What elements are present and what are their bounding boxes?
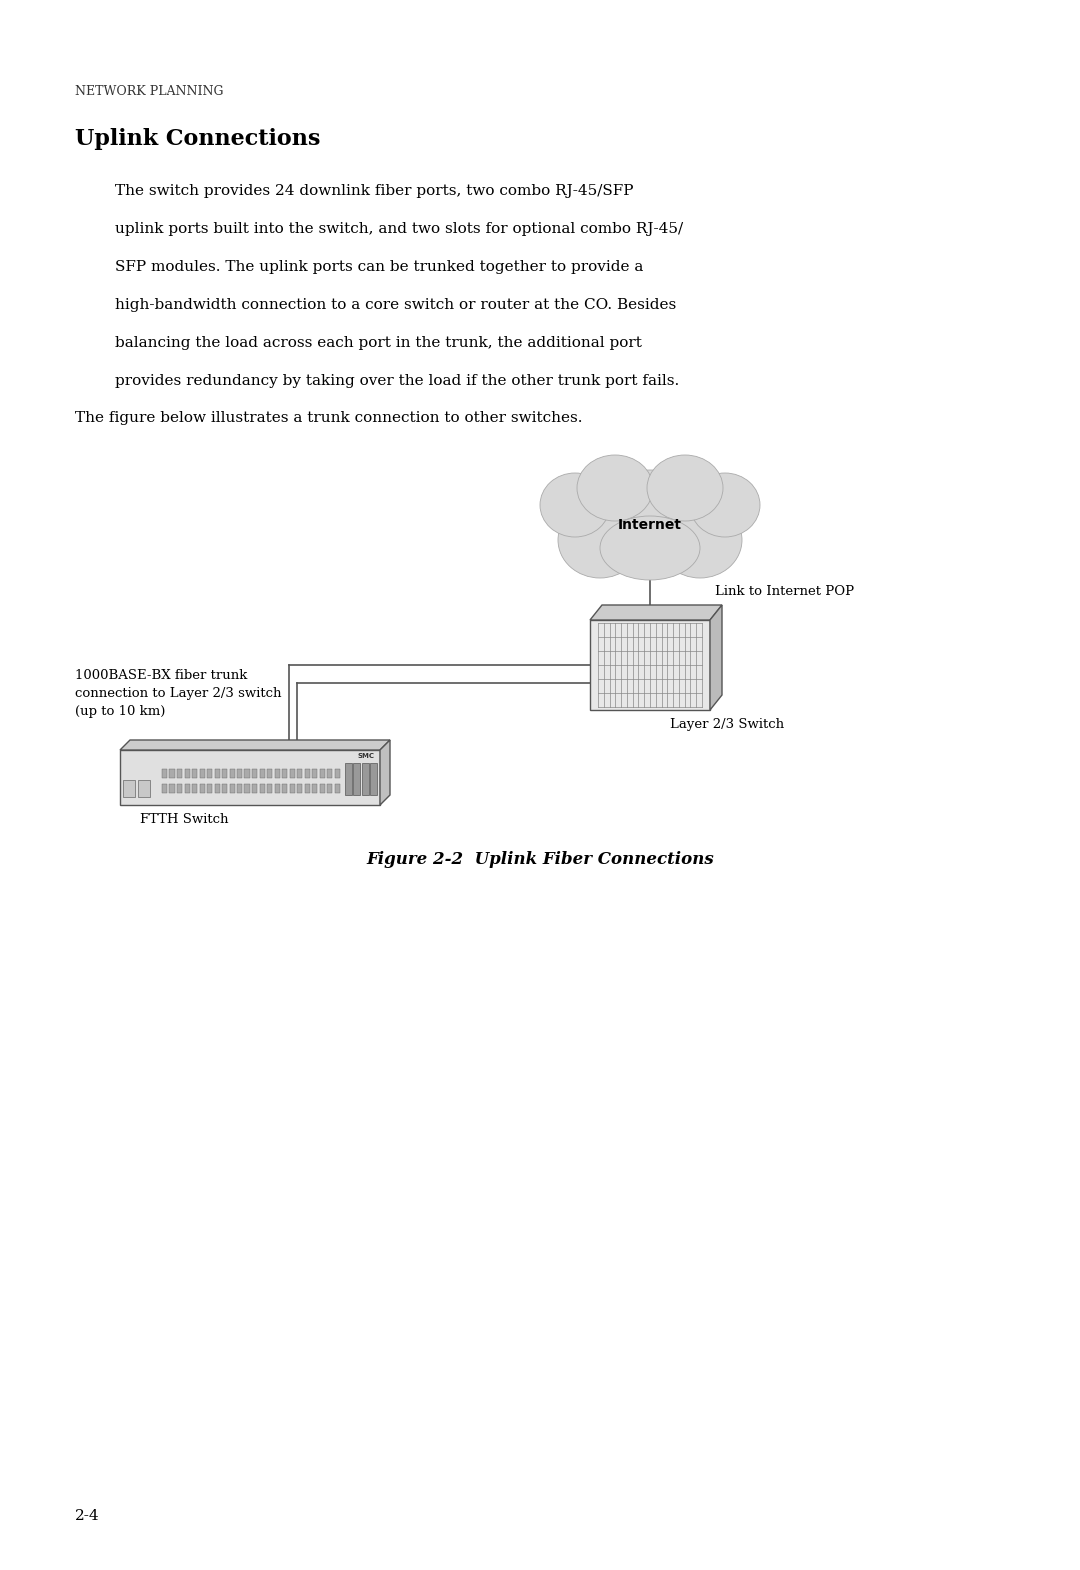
FancyBboxPatch shape — [274, 769, 280, 779]
Text: Figure 2-2  Uplink Fiber Connections: Figure 2-2 Uplink Fiber Connections — [366, 851, 714, 868]
FancyBboxPatch shape — [297, 769, 302, 779]
FancyBboxPatch shape — [244, 769, 249, 779]
FancyBboxPatch shape — [259, 769, 265, 779]
FancyBboxPatch shape — [312, 769, 318, 779]
Ellipse shape — [658, 502, 742, 578]
Text: FTTH Switch: FTTH Switch — [140, 813, 229, 826]
FancyBboxPatch shape — [185, 769, 190, 779]
FancyBboxPatch shape — [170, 783, 175, 793]
FancyBboxPatch shape — [289, 783, 295, 793]
Text: SMC: SMC — [357, 754, 375, 758]
FancyBboxPatch shape — [192, 769, 198, 779]
FancyBboxPatch shape — [177, 783, 183, 793]
FancyBboxPatch shape — [120, 750, 380, 805]
FancyBboxPatch shape — [207, 769, 213, 779]
FancyBboxPatch shape — [177, 769, 183, 779]
Text: 1000BASE-BX fiber trunk
connection to Layer 2/3 switch
(up to 10 km): 1000BASE-BX fiber trunk connection to La… — [75, 669, 282, 717]
FancyBboxPatch shape — [297, 783, 302, 793]
FancyBboxPatch shape — [185, 783, 190, 793]
FancyBboxPatch shape — [327, 769, 333, 779]
FancyBboxPatch shape — [590, 620, 710, 710]
FancyBboxPatch shape — [192, 783, 198, 793]
Ellipse shape — [600, 517, 700, 579]
FancyBboxPatch shape — [229, 783, 234, 793]
Ellipse shape — [647, 455, 723, 521]
FancyBboxPatch shape — [259, 783, 265, 793]
FancyBboxPatch shape — [200, 769, 205, 779]
FancyBboxPatch shape — [320, 769, 325, 779]
FancyBboxPatch shape — [123, 780, 135, 798]
Text: uplink ports built into the switch, and two slots for optional combo RJ-45/: uplink ports built into the switch, and … — [114, 221, 684, 236]
FancyBboxPatch shape — [222, 783, 227, 793]
FancyBboxPatch shape — [370, 763, 378, 794]
Polygon shape — [380, 739, 390, 805]
FancyBboxPatch shape — [353, 763, 361, 794]
Text: Link to Internet POP: Link to Internet POP — [715, 586, 854, 598]
Polygon shape — [710, 604, 723, 710]
Polygon shape — [590, 604, 723, 620]
Ellipse shape — [577, 455, 653, 521]
FancyBboxPatch shape — [305, 769, 310, 779]
FancyBboxPatch shape — [320, 783, 325, 793]
FancyBboxPatch shape — [200, 783, 205, 793]
Text: SFP modules. The uplink ports can be trunked together to provide a: SFP modules. The uplink ports can be tru… — [114, 261, 644, 275]
FancyBboxPatch shape — [362, 763, 369, 794]
FancyBboxPatch shape — [207, 783, 213, 793]
Text: 2-4: 2-4 — [75, 1509, 99, 1523]
Polygon shape — [120, 739, 390, 750]
FancyBboxPatch shape — [162, 769, 167, 779]
FancyBboxPatch shape — [229, 769, 234, 779]
Text: provides redundancy by taking over the load if the other trunk port fails.: provides redundancy by taking over the l… — [114, 374, 679, 388]
FancyBboxPatch shape — [289, 769, 295, 779]
FancyBboxPatch shape — [215, 783, 220, 793]
FancyBboxPatch shape — [237, 769, 242, 779]
Text: Uplink Connections: Uplink Connections — [75, 129, 321, 151]
FancyBboxPatch shape — [327, 783, 333, 793]
FancyBboxPatch shape — [312, 783, 318, 793]
Ellipse shape — [558, 502, 642, 578]
Text: NETWORK PLANNING: NETWORK PLANNING — [75, 85, 224, 97]
FancyBboxPatch shape — [162, 783, 167, 793]
FancyBboxPatch shape — [282, 769, 287, 779]
FancyBboxPatch shape — [267, 769, 272, 779]
FancyBboxPatch shape — [335, 769, 340, 779]
FancyBboxPatch shape — [282, 783, 287, 793]
FancyBboxPatch shape — [237, 783, 242, 793]
Ellipse shape — [595, 469, 705, 560]
FancyBboxPatch shape — [345, 763, 352, 794]
Text: high-bandwidth connection to a core switch or router at the CO. Besides: high-bandwidth connection to a core swit… — [114, 298, 676, 312]
FancyBboxPatch shape — [252, 783, 257, 793]
Text: Internet: Internet — [618, 518, 681, 532]
Text: balancing the load across each port in the trunk, the additional port: balancing the load across each port in t… — [114, 336, 642, 350]
Text: The switch provides 24 downlink fiber ports, two combo RJ-45/SFP: The switch provides 24 downlink fiber po… — [114, 184, 634, 198]
FancyBboxPatch shape — [252, 769, 257, 779]
FancyBboxPatch shape — [274, 783, 280, 793]
Ellipse shape — [690, 473, 760, 537]
Text: The figure below illustrates a trunk connection to other switches.: The figure below illustrates a trunk con… — [75, 411, 582, 425]
Text: Layer 2/3 Switch: Layer 2/3 Switch — [670, 717, 784, 732]
FancyBboxPatch shape — [335, 783, 340, 793]
FancyBboxPatch shape — [170, 769, 175, 779]
FancyBboxPatch shape — [267, 783, 272, 793]
FancyBboxPatch shape — [244, 783, 249, 793]
FancyBboxPatch shape — [138, 780, 150, 798]
Ellipse shape — [540, 473, 610, 537]
FancyBboxPatch shape — [215, 769, 220, 779]
FancyBboxPatch shape — [305, 783, 310, 793]
FancyBboxPatch shape — [222, 769, 227, 779]
